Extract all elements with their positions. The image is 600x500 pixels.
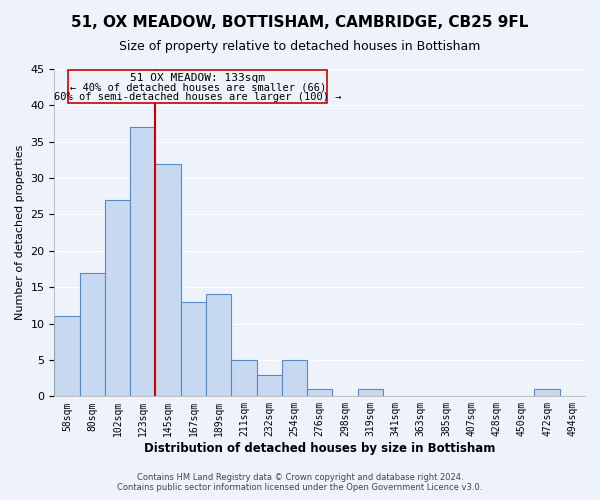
Bar (130, 127, 155, 396)
Text: Contains HM Land Registry data © Crown copyright and database right 2024.
Contai: Contains HM Land Registry data © Crown c… (118, 473, 482, 492)
Y-axis label: Number of detached properties: Number of detached properties (15, 145, 25, 320)
Text: Size of property relative to detached houses in Bottisham: Size of property relative to detached ho… (119, 40, 481, 53)
X-axis label: Distribution of detached houses by size in Bottisham: Distribution of detached houses by size … (144, 442, 496, 455)
Bar (535, 389, 560, 396)
Bar (257, 374, 282, 396)
Bar (105, 200, 130, 396)
Bar (155, 164, 181, 396)
Text: 51, OX MEADOW, BOTTISHAM, CAMBRIDGE, CB25 9FL: 51, OX MEADOW, BOTTISHAM, CAMBRIDGE, CB2… (71, 15, 529, 30)
Bar (358, 389, 383, 396)
Bar (282, 360, 307, 397)
Bar (231, 360, 257, 397)
FancyBboxPatch shape (68, 70, 327, 103)
Bar (181, 302, 206, 396)
Bar (307, 389, 332, 396)
Bar (55, 316, 80, 396)
Text: 51 OX MEADOW: 133sqm: 51 OX MEADOW: 133sqm (130, 72, 265, 83)
Bar (206, 294, 231, 396)
Bar (80, 272, 105, 396)
Text: 60% of semi-detached houses are larger (100) →: 60% of semi-detached houses are larger (… (54, 92, 341, 102)
Text: ← 40% of detached houses are smaller (66): ← 40% of detached houses are smaller (66… (70, 82, 326, 92)
